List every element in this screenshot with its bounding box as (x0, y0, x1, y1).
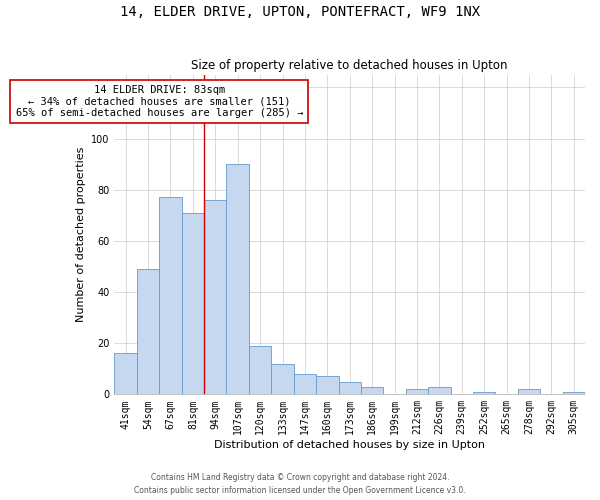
Bar (428, 386, 451, 394)
Bar (361, 386, 383, 394)
Bar (204, 200, 226, 394)
Bar (316, 376, 338, 394)
Bar (518, 389, 540, 394)
Title: Size of property relative to detached houses in Upton: Size of property relative to detached ho… (191, 59, 508, 72)
X-axis label: Distribution of detached houses by size in Upton: Distribution of detached houses by size … (214, 440, 485, 450)
Bar (159, 198, 182, 394)
Bar (137, 269, 159, 394)
Bar (294, 374, 316, 394)
Text: Contains HM Land Registry data © Crown copyright and database right 2024.
Contai: Contains HM Land Registry data © Crown c… (134, 474, 466, 495)
Bar (182, 212, 204, 394)
Text: 14, ELDER DRIVE, UPTON, PONTEFRACT, WF9 1NX: 14, ELDER DRIVE, UPTON, PONTEFRACT, WF9 … (120, 5, 480, 19)
Bar (563, 392, 585, 394)
Bar (226, 164, 249, 394)
Bar (249, 346, 271, 395)
Bar (473, 392, 496, 394)
Bar (271, 364, 294, 394)
Bar (115, 354, 137, 395)
Bar (406, 389, 428, 394)
Bar (338, 382, 361, 394)
Y-axis label: Number of detached properties: Number of detached properties (76, 147, 86, 322)
Text: 14 ELDER DRIVE: 83sqm
← 34% of detached houses are smaller (151)
65% of semi-det: 14 ELDER DRIVE: 83sqm ← 34% of detached … (16, 85, 303, 118)
